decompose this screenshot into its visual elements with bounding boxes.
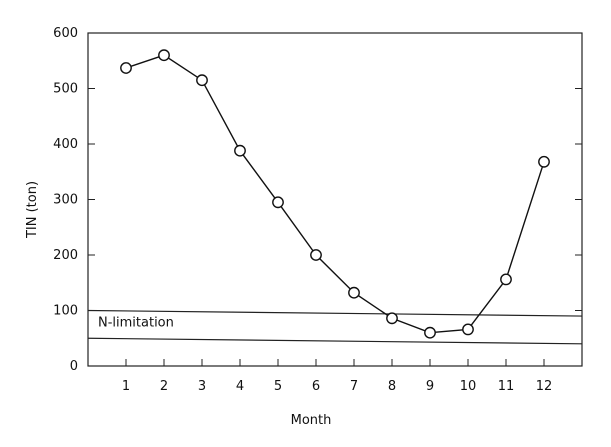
data-point	[234, 144, 246, 157]
series-layer	[120, 49, 550, 339]
x-tick-label: 1	[122, 379, 130, 394]
x-tick-label: 12	[536, 379, 553, 394]
lower-reference-line	[87, 337, 583, 345]
data-point	[500, 273, 512, 286]
x-tick-label: 8	[388, 379, 396, 394]
n-limitation-label: N-limitation	[98, 316, 174, 331]
x-tick-label: 3	[198, 379, 206, 394]
y-tick-label: 400	[53, 137, 78, 152]
x-tick-label: 6	[312, 379, 320, 394]
y-tick-label: 600	[53, 26, 78, 41]
n-limitation-line	[87, 309, 583, 317]
data-point	[348, 286, 360, 299]
x-tick-label: 11	[498, 379, 515, 394]
y-tick-label: 0	[70, 359, 78, 374]
x-tick-label: 7	[350, 379, 358, 394]
x-tick-label: 5	[274, 379, 282, 394]
data-point	[272, 196, 284, 209]
y-tick-label: 500	[53, 82, 78, 97]
data-point	[424, 326, 436, 339]
x-tick-label: 10	[460, 379, 477, 394]
y-axis-label: TIN (ton)	[25, 181, 40, 239]
data-point	[310, 249, 322, 261]
series-line	[125, 54, 545, 334]
x-tick-label: 9	[426, 379, 434, 394]
data-point	[120, 62, 132, 74]
x-axis-label: Month	[291, 413, 332, 428]
labels-layer: TIN (ton) Month N-limitation	[25, 181, 331, 428]
data-point	[538, 155, 550, 168]
y-tick-label: 200	[53, 248, 78, 263]
data-point	[386, 312, 398, 325]
x-tick-label: 2	[160, 379, 168, 394]
y-tick-label: 100	[53, 304, 78, 319]
data-point	[196, 74, 208, 87]
x-tick-label: 4	[236, 379, 244, 394]
reference-lines-layer	[87, 309, 583, 345]
data-point	[158, 49, 170, 62]
y-tick-label: 300	[53, 193, 78, 208]
data-point	[462, 323, 474, 336]
